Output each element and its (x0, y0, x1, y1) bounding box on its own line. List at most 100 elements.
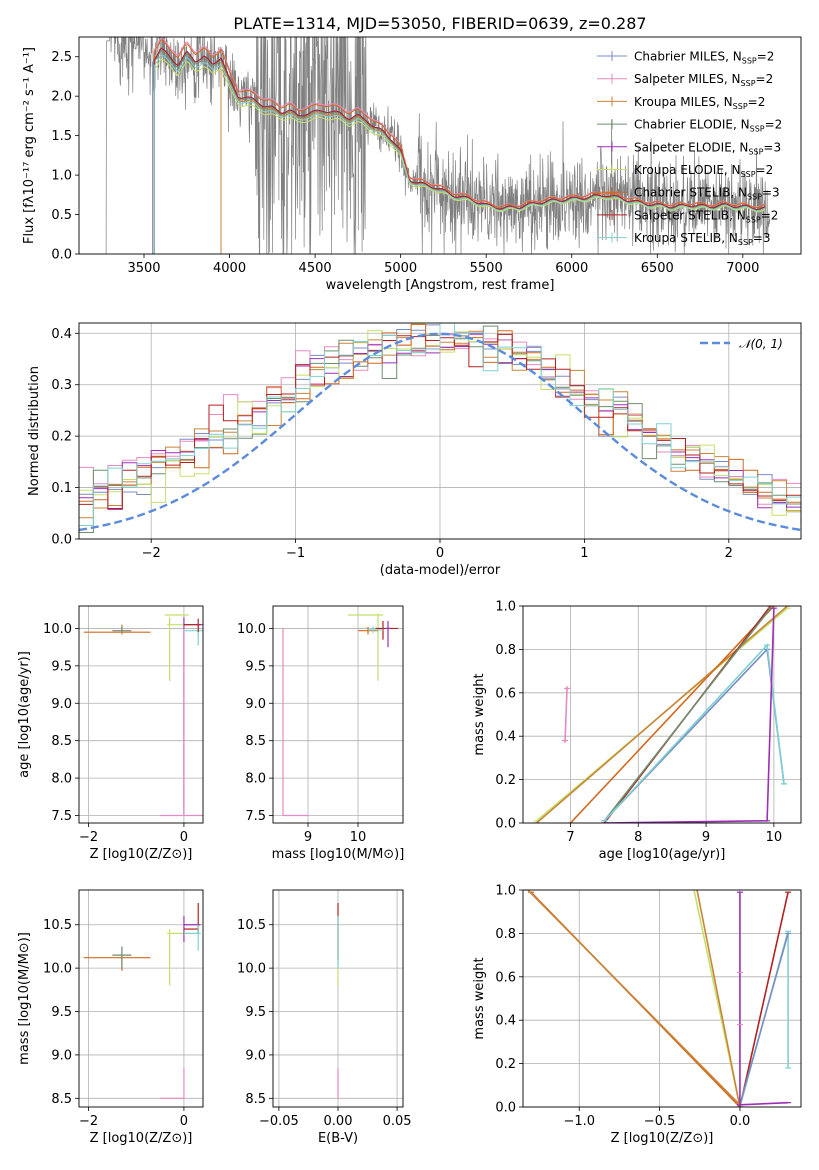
line-KroupaMILES (536, 606, 788, 823)
plot-frame (78, 889, 204, 1108)
y-tick-label: 2.0 (51, 90, 72, 105)
x-tick-label: 10 (766, 830, 783, 845)
y-tick-label: 8.5 (51, 1092, 72, 1107)
y-tick-label: 1.0 (495, 884, 516, 899)
axes-age_vs_mass: 9 10 7.5 8.0 8.5 9.0 9.5 10.0 mass [log10(M/M⊙)] (237, 605, 405, 862)
x-axis-label: (data-model)/error (380, 563, 501, 578)
spectrum-series (79, 37, 771, 254)
legend: Chabrier MILES, NSSP=2 Salpeter MILES, NS… (597, 50, 782, 247)
x-axis-label: Z [log10(Z/Z⊙)] (611, 1131, 714, 1146)
axes-weight_vs_age: 7 8 9 10 0.0 0.2 0.4 0.6 0.8 1.0 age [log10(age/yr… (472, 600, 802, 862)
x-tick-label: 5500 (470, 261, 503, 276)
line-ChabrierSTELIB (569, 606, 775, 823)
model-KroupaELODIE (153, 58, 766, 254)
x-tick-label: 0 (180, 830, 188, 845)
plot-frame (78, 36, 802, 255)
x-tick-label: −2 (79, 830, 98, 845)
y-tick-label: 0.4 (495, 1014, 516, 1029)
y-axis-label: mass weight (472, 673, 487, 755)
y-tick-label: 0.8 (495, 927, 516, 942)
residual-series (79, 323, 801, 533)
x-tick-label: 6500 (641, 261, 674, 276)
line-SalpeterMILES (564, 686, 568, 743)
weight-age-series (533, 606, 791, 823)
x-tick-label: −0.5 (644, 1114, 676, 1129)
charts-layer: 3500 4000 4500 5000 5500 6000 6500 70000.00.51.… (17, 36, 802, 1146)
y-tick-label: 8.5 (51, 734, 72, 749)
hist-KroupaSTELIB (79, 323, 801, 526)
legend-label-KroupaELODIE: Kroupa ELODIE, NSSP=2 (634, 163, 773, 179)
legend-label-KroupaSTELIB: Kroupa STELIB, NSSP=3 (634, 231, 771, 247)
y-tick-label: 0.0 (51, 248, 72, 263)
y-tick-label: 0.1 (51, 481, 72, 496)
x-tick-label: 6000 (555, 261, 588, 276)
legend-label-KroupaMILES: Kroupa MILES, NSSP=2 (634, 95, 765, 111)
x-tick-label: 7000 (726, 261, 759, 276)
y-tick-label: 9.0 (245, 1048, 266, 1063)
y-tick-label: 0.2 (495, 773, 516, 788)
y-tick-label: 0.0 (51, 533, 72, 548)
x-tick-label: 0 (180, 1114, 188, 1129)
x-tick-label: −2 (79, 1114, 98, 1129)
model-ChabrierSTELIB (153, 39, 766, 254)
x-tick-label: 0.00 (324, 1114, 353, 1129)
line-SalpeterELODIE (604, 608, 775, 823)
data-spectrum (79, 37, 771, 254)
mass-z-series (83, 903, 201, 1099)
y-tick-label: 0.0 (495, 1101, 516, 1116)
y-tick-label: 10.0 (43, 622, 72, 637)
y-tick-label: 10.5 (237, 918, 266, 933)
model-SalpeterSTELIB (153, 47, 766, 254)
plot-frame (78, 605, 204, 824)
gaussian-curve (79, 332, 801, 532)
axes-residuals: −2 −1 0 1 2 0.0 0.1 0.2 0.3 0.4 (data-model)/error… (27, 322, 802, 578)
x-axis-label: E(B-V) (318, 1131, 358, 1146)
y-tick-label: 0.5 (51, 208, 72, 223)
x-axis-label: mass [log10(M/M⊙)] (272, 847, 405, 862)
y-axis-label: Normed distribution (27, 366, 42, 496)
y-tick-label: 8.0 (245, 772, 266, 787)
plot-frame (522, 889, 802, 1108)
x-tick-label: 0 (436, 546, 444, 561)
x-tick-label: −0.05 (259, 1114, 299, 1129)
axes-spectrum: 3500 4000 4500 5000 5500 6000 6500 7000 0.0 0.5 1.… (22, 36, 802, 293)
line-SalpeterELODIE (739, 1101, 789, 1106)
y-tick-label: 1.0 (495, 600, 516, 615)
plot-frame (272, 889, 404, 1108)
y-tick-label: 9.5 (245, 659, 266, 674)
x-tick-label: −2 (142, 546, 161, 561)
legend-label-ChabrierSTELIB: Chabrier STELIB, NSSP=3 (634, 186, 780, 202)
y-tick-label: 8.0 (51, 772, 72, 787)
y-tick-label: 8.5 (245, 1092, 266, 1107)
weight-z-series (524, 890, 792, 1107)
x-tick-label: 5000 (384, 261, 417, 276)
x-tick-label: 0.0 (730, 1114, 751, 1129)
line-KroupaSTELIB (603, 643, 785, 822)
axes-mass_vs_Z: −2 0 8.5 9.0 9.5 10.0 10.5 Z [log10(Z/Z⊙)] mass … (17, 889, 204, 1146)
age-mass-series (282, 613, 398, 817)
y-tick-label: 0.2 (51, 430, 72, 445)
plot-frame (522, 605, 802, 824)
x-tick-label: 4500 (299, 261, 332, 276)
axes-mass_vs_ebv: −0.05 0.00 0.05 8.5 9.0 9.5 10.0 10.5 E(B-V) (237, 889, 412, 1146)
x-tick-label: 1 (580, 546, 588, 561)
x-tick-label: −1.0 (563, 1114, 595, 1129)
legend-label-SalpeterSTELIB: Salpeter STELIB, NSSP=2 (634, 208, 778, 224)
y-tick-label: 7.5 (245, 809, 266, 824)
line-ChabrierMILES (603, 647, 785, 822)
line-SalpeterSTELIB (739, 892, 789, 1107)
y-tick-label: 9.0 (51, 697, 72, 712)
y-tick-label: 0.6 (495, 970, 516, 985)
legend-label-ChabrierMILES: Chabrier MILES, NSSP=2 (634, 50, 774, 66)
legend-label-ChabrierELODIE: Chabrier ELODIE, NSSP=2 (634, 118, 782, 134)
y-tick-label: 0.4 (51, 327, 72, 342)
y-tick-label: 0.0 (495, 817, 516, 832)
y-tick-label: 9.0 (245, 697, 266, 712)
y-tick-label: 1.5 (51, 129, 72, 144)
x-tick-label: 8 (634, 830, 642, 845)
y-tick-label: 9.5 (51, 659, 72, 674)
y-tick-label: 10.5 (43, 918, 72, 933)
x-tick-label: 9 (702, 830, 710, 845)
y-tick-label: 0.3 (51, 378, 72, 393)
x-tick-label: 10 (350, 830, 367, 845)
